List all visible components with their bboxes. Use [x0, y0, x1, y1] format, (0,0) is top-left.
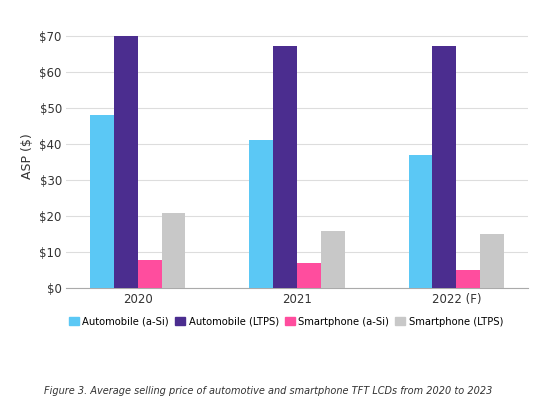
Bar	[409, 155, 432, 288]
Bar	[297, 263, 321, 288]
Bar	[249, 140, 273, 288]
Legend: Automobile (a-Si), Automobile (LTPS), Smartphone (a-Si), Smartphone (LTPS): Automobile (a-Si), Automobile (LTPS), Sm…	[69, 317, 503, 327]
Bar	[321, 231, 345, 288]
Bar	[432, 47, 456, 288]
Y-axis label: ASP ($): ASP ($)	[21, 133, 34, 180]
Bar	[273, 47, 297, 288]
Bar	[90, 115, 114, 288]
Bar	[114, 35, 138, 288]
Bar	[138, 260, 162, 288]
Bar	[162, 213, 185, 288]
Bar	[480, 234, 504, 288]
Text: Figure 3. Average selling price of automotive and smartphone TFT LCDs from 2020 : Figure 3. Average selling price of autom…	[44, 386, 492, 396]
Bar	[456, 270, 480, 288]
